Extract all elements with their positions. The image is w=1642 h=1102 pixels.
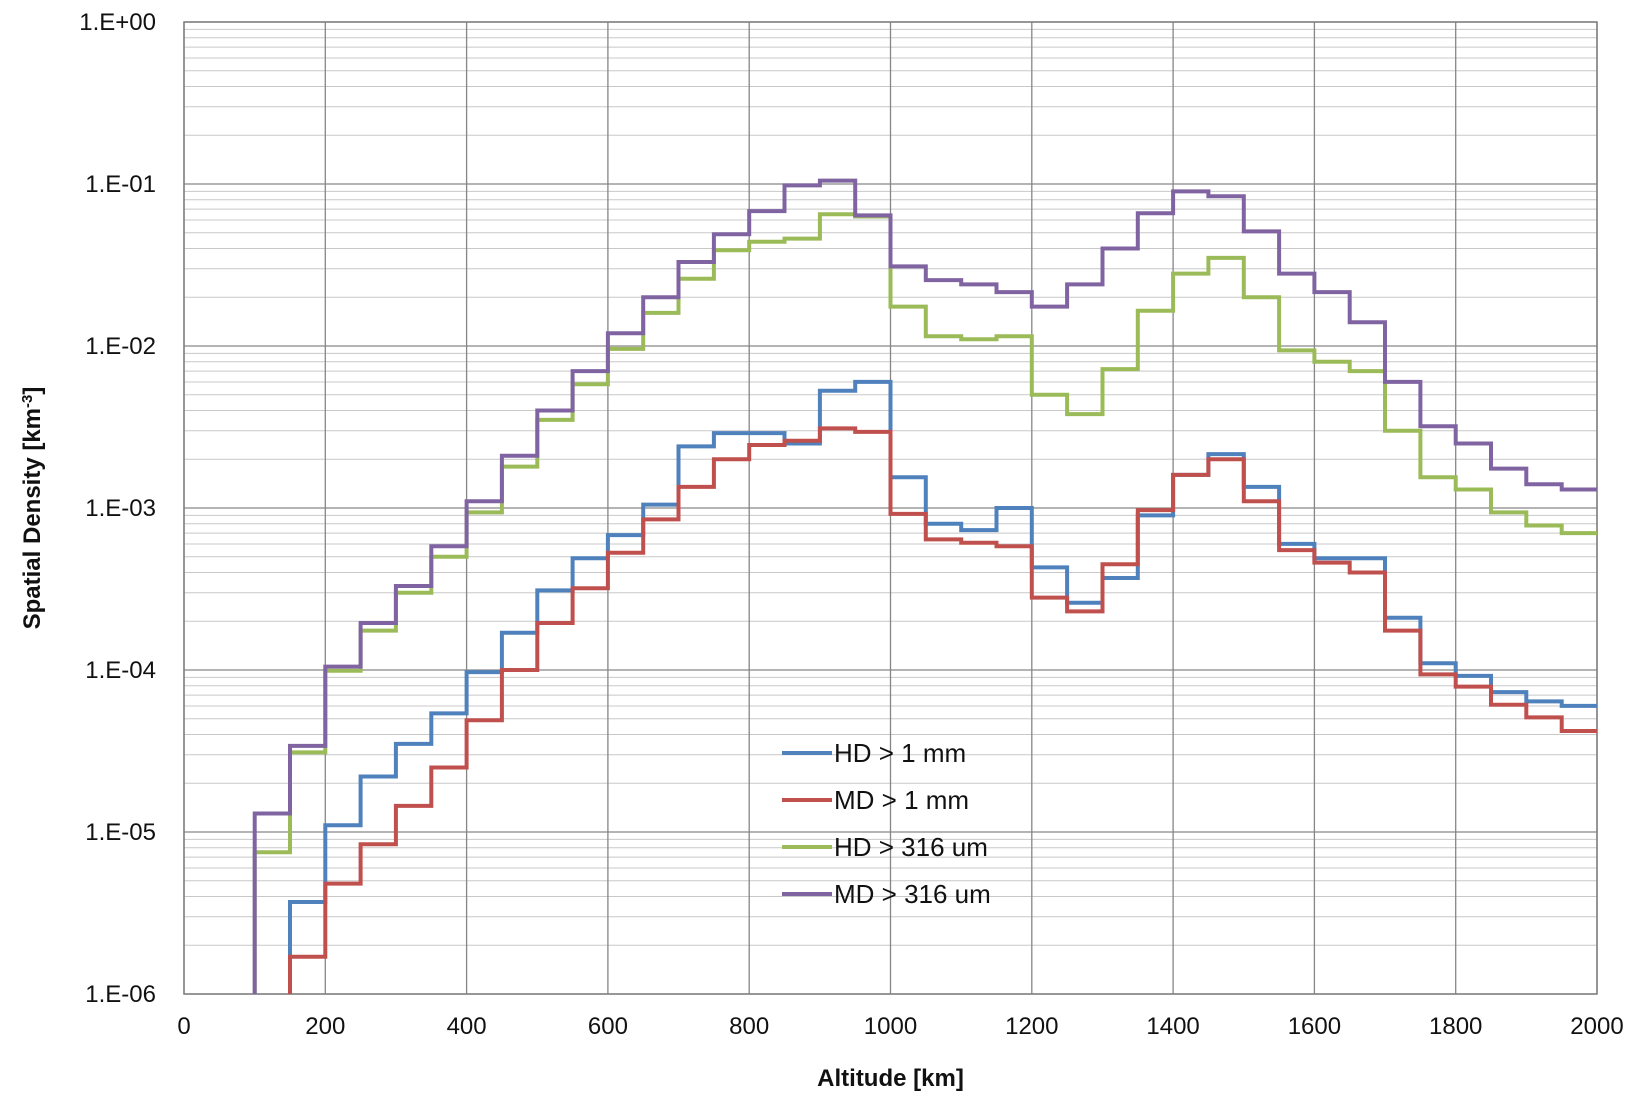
- y-tick-label: 1.E-01: [85, 171, 156, 198]
- x-tick-label: 1000: [864, 1013, 917, 1040]
- x-tick-label: 400: [447, 1013, 487, 1040]
- x-tick-label: 2000: [1570, 1013, 1623, 1040]
- x-tick-label: 600: [588, 1013, 628, 1040]
- y-tick-label: 1.E-02: [85, 333, 156, 360]
- x-tick-label: 0: [177, 1013, 190, 1040]
- series-line: [252, 212, 1597, 994]
- series-layer: [252, 178, 1597, 994]
- plot-area-frame: [183, 21, 1598, 995]
- x-tick-label: 1800: [1429, 1013, 1482, 1040]
- legend-label: MD > 1 mm: [834, 785, 969, 815]
- y-axis-title-superscript: -3: [19, 395, 36, 408]
- y-axis-title-end: ]: [19, 387, 46, 395]
- legend-label: HD > 316 um: [834, 832, 988, 862]
- legend-label: MD > 316 um: [834, 879, 991, 909]
- x-tick-label: 800: [729, 1013, 769, 1040]
- y-tick-label: 1.E-05: [85, 819, 156, 846]
- y-tick-label: 1.E+00: [79, 9, 156, 36]
- x-tick-label: 1200: [1005, 1013, 1058, 1040]
- x-tick-label: 1400: [1146, 1013, 1199, 1040]
- y-tick-label: 1.E-03: [85, 495, 156, 522]
- y-axis-tick-labels: 1.E-06 1.E-05 1.E-04 1.E-03 1.E-02 1.E-01 1.E+…: [79, 9, 156, 1008]
- legend: HD > 1 mm MD > 1 mm HD > 316 um MD > 316 um: [782, 738, 991, 909]
- y-tick-label: 1.E-06: [85, 981, 156, 1008]
- x-tick-label: 200: [305, 1013, 345, 1040]
- legend-label: HD > 1 mm: [834, 738, 966, 768]
- x-axis-title: Altitude [km]: [817, 1065, 964, 1092]
- y-axis-title-main: Spatial Density [km: [19, 408, 46, 629]
- y-axis-title: Spatial Density [km-3]: [19, 387, 47, 630]
- y-tick-label: 1.E-04: [85, 657, 156, 684]
- x-tick-label: 1600: [1288, 1013, 1341, 1040]
- x-axis-tick-labels: 0 200 400 600 800 1000 1200 1400 1600 1800 2000: [177, 1013, 1623, 1040]
- series-line: [288, 426, 1597, 994]
- series-line: [252, 178, 1597, 994]
